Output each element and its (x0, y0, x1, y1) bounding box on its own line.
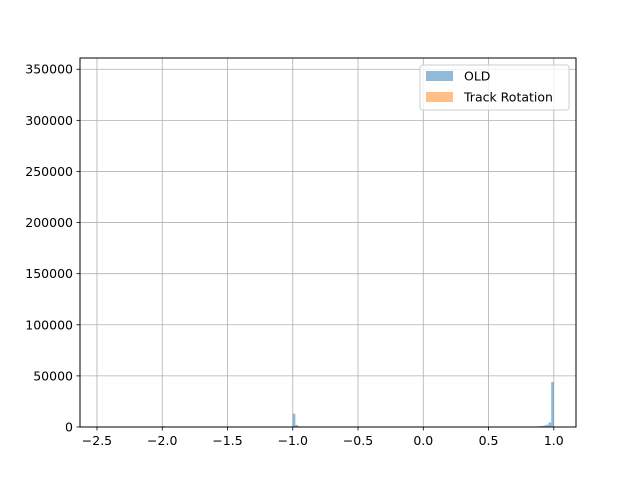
y-tick-label: 150000 (25, 266, 73, 281)
histogram-bar (545, 424, 549, 427)
y-tick-label: 50000 (33, 368, 73, 383)
y-axis: 0 50000 100000 150000 200000 250000 300000 3500… (25, 62, 80, 435)
x-axis: −2.5 −2.0 −1.5 −1.0 −0.5 0.0 0.5 1.0 (82, 427, 564, 448)
x-tick-label: 0.5 (479, 433, 499, 448)
legend-swatch (426, 92, 453, 102)
y-tick-label: 350000 (25, 62, 73, 77)
histogram-bar (543, 425, 546, 427)
legend-swatch (426, 71, 453, 81)
histogram-bar (548, 422, 552, 427)
histogram-bar (540, 425, 544, 427)
y-tick-label: 200000 (25, 215, 73, 230)
x-tick-label: −2.0 (147, 433, 177, 448)
plot-frame (79, 57, 577, 428)
legend: OLD Track Rotation (419, 64, 570, 111)
legend-box (419, 64, 570, 111)
x-tick-label: −1.0 (278, 433, 308, 448)
legend-label: OLD (464, 69, 490, 84)
histogram-bar (295, 424, 298, 427)
x-tick-label: −2.5 (82, 433, 112, 448)
histogram-bar (292, 413, 296, 427)
y-tick-label: 100000 (25, 317, 73, 332)
y-tick-label: 250000 (25, 164, 73, 179)
y-tick-label: 300000 (25, 113, 73, 128)
histogram-bar (551, 382, 554, 427)
y-tick-label: 0 (65, 420, 73, 435)
x-tick-label: −1.5 (212, 433, 242, 448)
x-tick-label: 0.0 (413, 433, 433, 448)
x-tick-label: −0.5 (343, 433, 373, 448)
x-tick-label: 1.0 (544, 433, 564, 448)
legend-label: Track Rotation (463, 90, 553, 105)
